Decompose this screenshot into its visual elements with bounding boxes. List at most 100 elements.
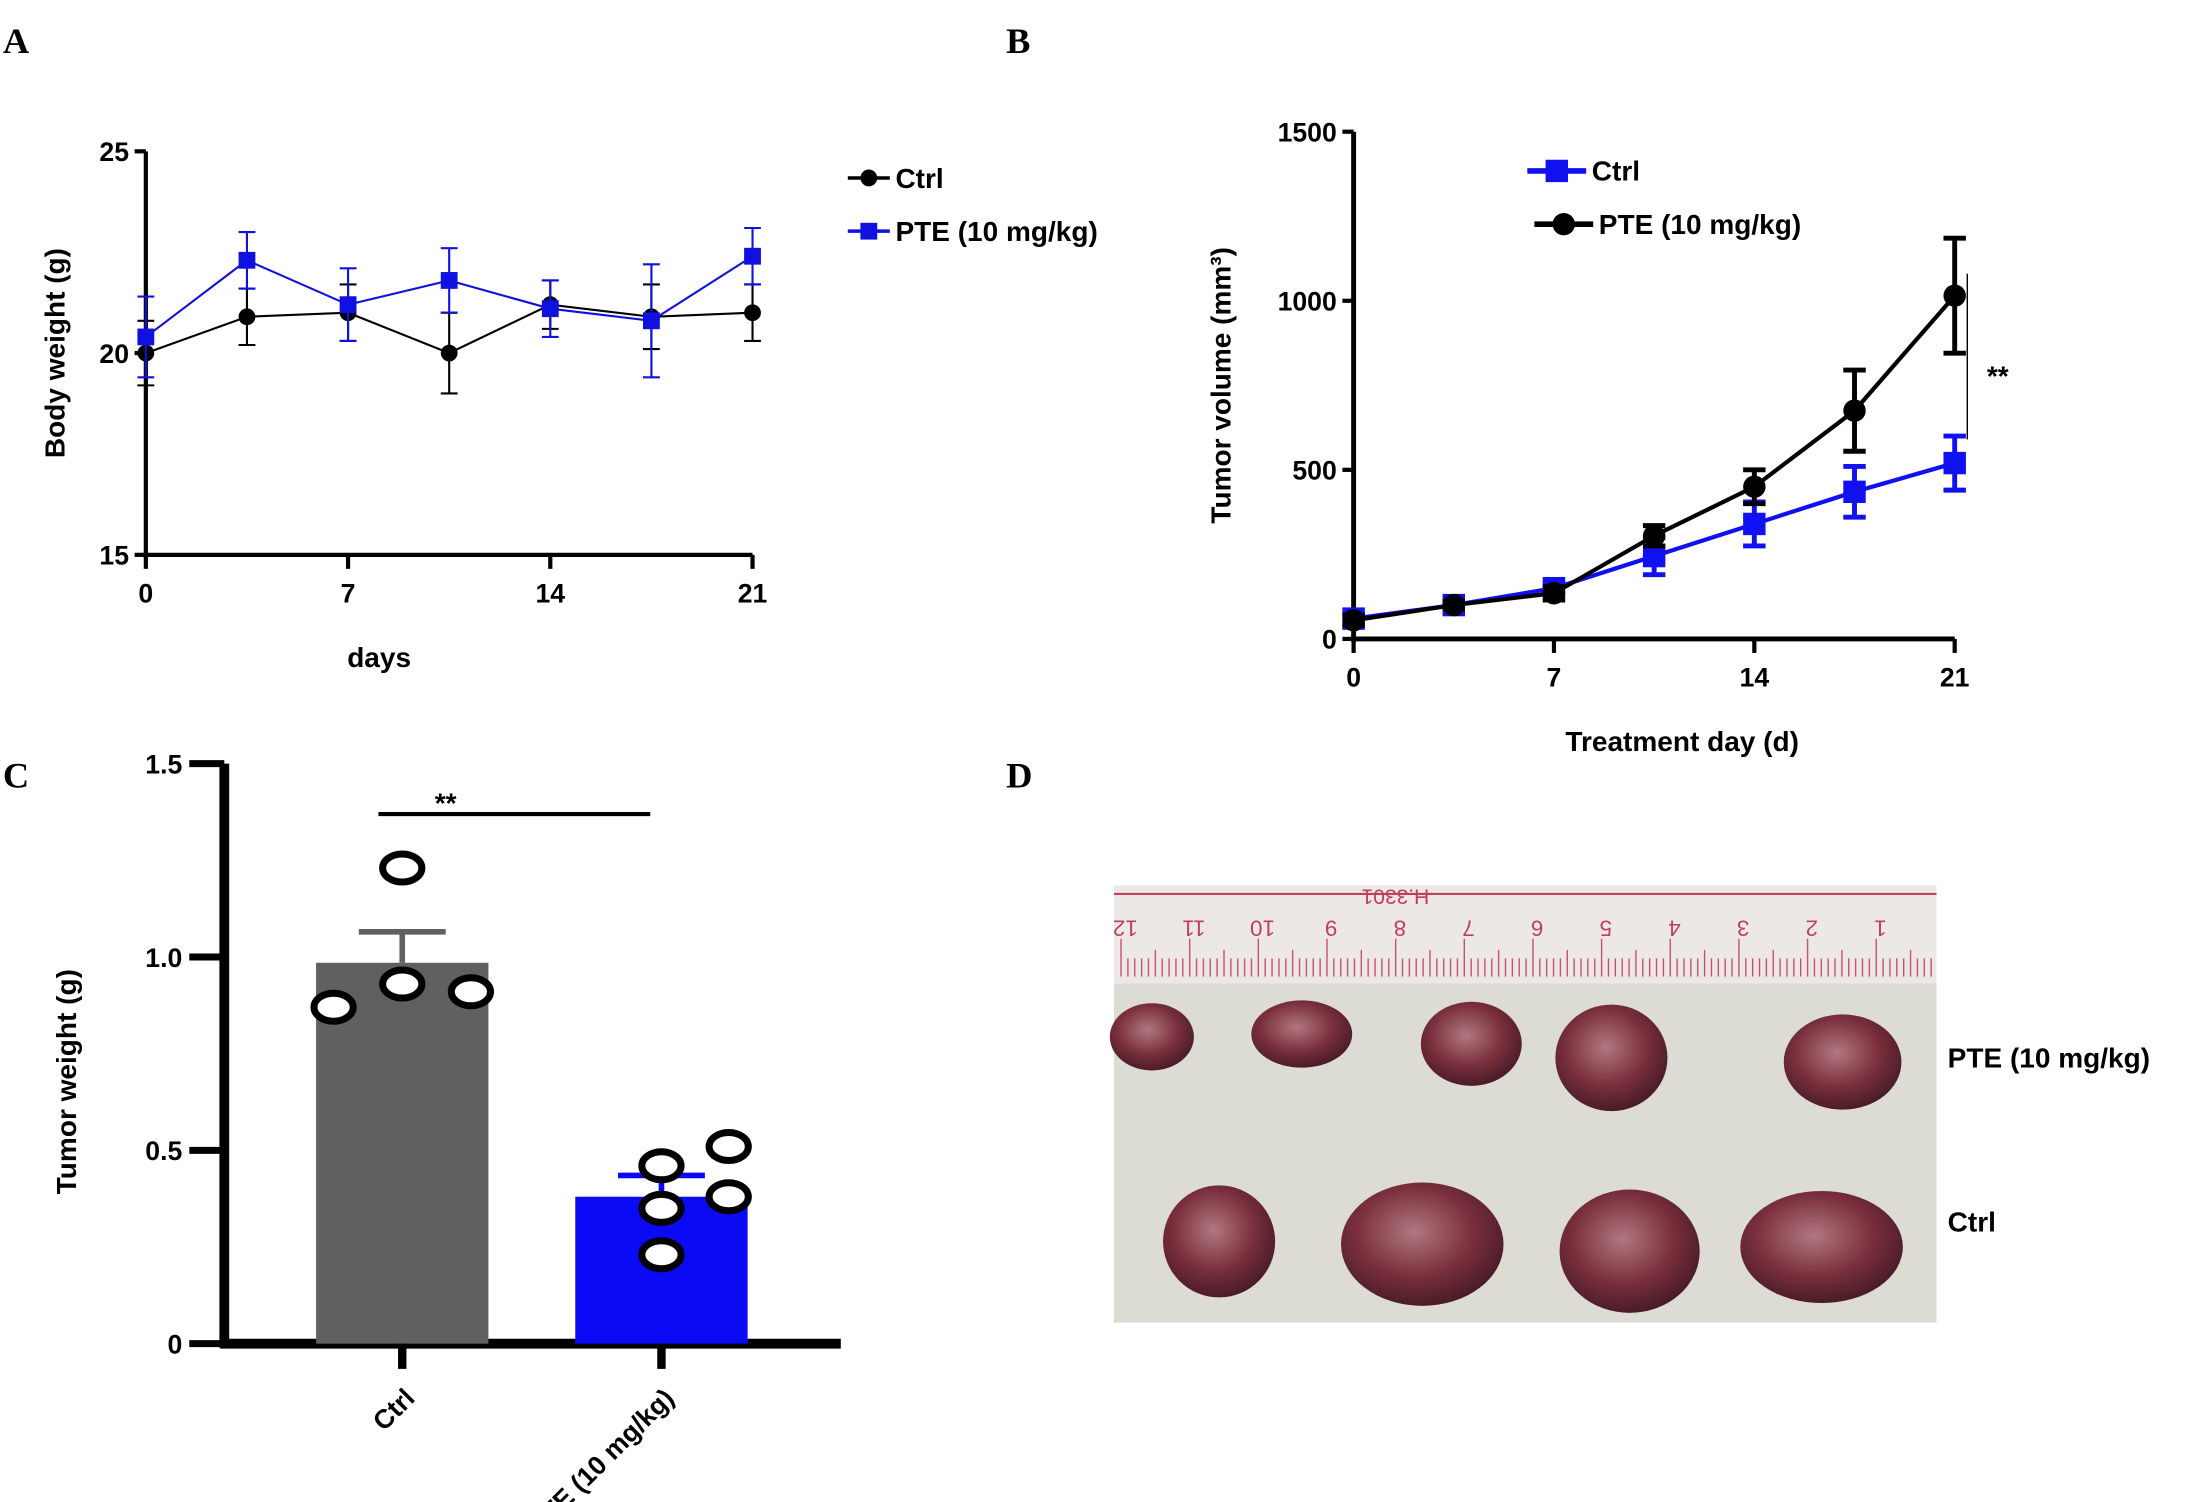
y-tick-label: 500: [1292, 456, 1336, 486]
data-point: [705, 1128, 752, 1164]
legend-label: PTE (10 mg/kg): [1599, 209, 1801, 240]
tumor-specimen: [1340, 1182, 1504, 1306]
tumor-specimen: [1251, 1000, 1353, 1068]
y-axis-label: Tumor volume (mm³): [1205, 247, 1236, 524]
ruler-number: 9: [1325, 916, 1337, 941]
tumor-specimen: [1555, 1004, 1668, 1112]
y-tick-label: 0: [1322, 625, 1337, 655]
data-point: [638, 1148, 685, 1184]
y-tick-label: 1.5: [145, 749, 182, 779]
legend-marker: [1552, 212, 1575, 236]
data-point: [541, 300, 559, 318]
data-point: [1642, 544, 1666, 568]
data-point: [1843, 480, 1866, 504]
ruler-number: 10: [1250, 916, 1275, 941]
ruler-number: 6: [1531, 916, 1543, 941]
ruler-number: 7: [1462, 916, 1474, 941]
x-tick-label: Ctrl: [367, 1383, 421, 1437]
legend-label: Ctrl: [1592, 156, 1640, 187]
data-point: [744, 247, 761, 265]
data-point: [137, 328, 155, 346]
x-tick-label: 21: [1940, 663, 1970, 693]
tumor-specimen: [1163, 1185, 1276, 1298]
x-axis-label: Treatment day (d): [1565, 726, 1799, 757]
tumor-photo: H.3301 12 11 10 9 8 7 6 5 4 3 2 1 PTE (10 mg/kg) Ct…: [1109, 885, 2150, 1323]
x-tick-label: 14: [1740, 663, 1770, 693]
tumor-specimen: [1740, 1190, 1903, 1304]
ruler-number: 2: [1806, 916, 1818, 941]
x-tick-label: 14: [535, 578, 565, 608]
legend-marker: [860, 169, 878, 187]
data-point: [744, 304, 761, 322]
x-tick-label: 7: [1547, 663, 1562, 693]
y-tick-label: 0.5: [145, 1136, 182, 1166]
ruler-number: 1: [1874, 916, 1886, 941]
data-point: [1642, 524, 1666, 547]
y-tick-label: 20: [99, 339, 129, 369]
data-point: [440, 344, 458, 362]
y-axis-label: Tumor weight (g): [51, 969, 82, 1194]
bar-0: [316, 962, 489, 1344]
data-point: [1943, 284, 1966, 307]
significance-label: **: [435, 788, 457, 819]
panel-label-d: D: [1006, 755, 1032, 795]
x-tick-label: 0: [138, 578, 153, 608]
data-point: [643, 312, 660, 330]
data-point: [1442, 593, 1465, 617]
data-point: [1943, 451, 1966, 475]
x-tick-label: PTE (10 mg/kg): [523, 1383, 680, 1502]
data-point: [1743, 512, 1766, 536]
data-point: [440, 272, 458, 289]
x-tick-label: 21: [738, 578, 768, 608]
x-tick-label: 0: [1346, 663, 1361, 693]
data-point: [379, 850, 426, 886]
legend-label: PTE (10 mg/kg): [895, 216, 1097, 247]
data-point: [638, 1237, 685, 1273]
tumor-specimen: [1559, 1189, 1700, 1313]
tumor-weight-chart: 0 0.5 1.0 1.5 Tumor weight (g) Ctrl PTE (10 mg…: [51, 749, 841, 1502]
panel-label-c: C: [3, 755, 29, 795]
ruler-number: 4: [1668, 916, 1680, 941]
panel-label-b: B: [1006, 21, 1030, 61]
data-point: [238, 251, 256, 269]
ruler-number: 5: [1600, 916, 1612, 941]
y-tick-label: 15: [99, 541, 129, 571]
y-tick-label: 25: [99, 137, 129, 167]
data-point: [339, 296, 357, 314]
legend-label: Ctrl: [895, 163, 943, 194]
ruler-number: 8: [1394, 916, 1406, 941]
data-point: [1743, 475, 1766, 498]
legend-marker: [1545, 159, 1568, 183]
data-point: [238, 308, 256, 326]
significance-label: **: [1987, 360, 2009, 391]
x-tick-label: 7: [341, 578, 356, 608]
ruler-number: 12: [1113, 916, 1138, 941]
body-weight-chart: 15 20 25 0 7 14 21 days Body weight (g) Ctrl PTE (…: [40, 137, 1098, 673]
data-point: [1843, 399, 1866, 422]
data-point: [705, 1179, 752, 1215]
data-point: [447, 974, 495, 1010]
ruler-number: 11: [1182, 916, 1205, 941]
y-tick-label: 0: [167, 1329, 182, 1359]
y-axis-label: Body weight (g): [40, 248, 71, 458]
tumor-specimen: [1420, 1001, 1522, 1086]
panel-label-a: A: [3, 21, 30, 61]
y-tick-label: 1000: [1278, 287, 1337, 317]
ruler-brand: H.3301: [1362, 885, 1430, 908]
data-point: [310, 989, 357, 1025]
data-point: [379, 966, 426, 1002]
tumor-volume-chart: 0 500 1000 1500 0 7 14 21 Treatment day (d) Tumor…: [1205, 118, 2009, 757]
photo-label-pte: PTE (10 mg/kg): [1948, 1043, 2150, 1074]
photo-label-ctrl: Ctrl: [1948, 1207, 1996, 1238]
x-axis-label: days: [347, 642, 411, 673]
legend-marker: [860, 222, 878, 240]
ruler-number: 3: [1737, 916, 1749, 941]
data-point: [638, 1190, 685, 1226]
tumor-specimen: [1109, 1003, 1194, 1071]
data-point: [1542, 582, 1566, 605]
y-tick-label: 1.0: [145, 943, 182, 973]
tumor-specimen: [1783, 1014, 1902, 1110]
data-point: [1342, 609, 1365, 632]
y-tick-label: 1500: [1278, 118, 1337, 148]
